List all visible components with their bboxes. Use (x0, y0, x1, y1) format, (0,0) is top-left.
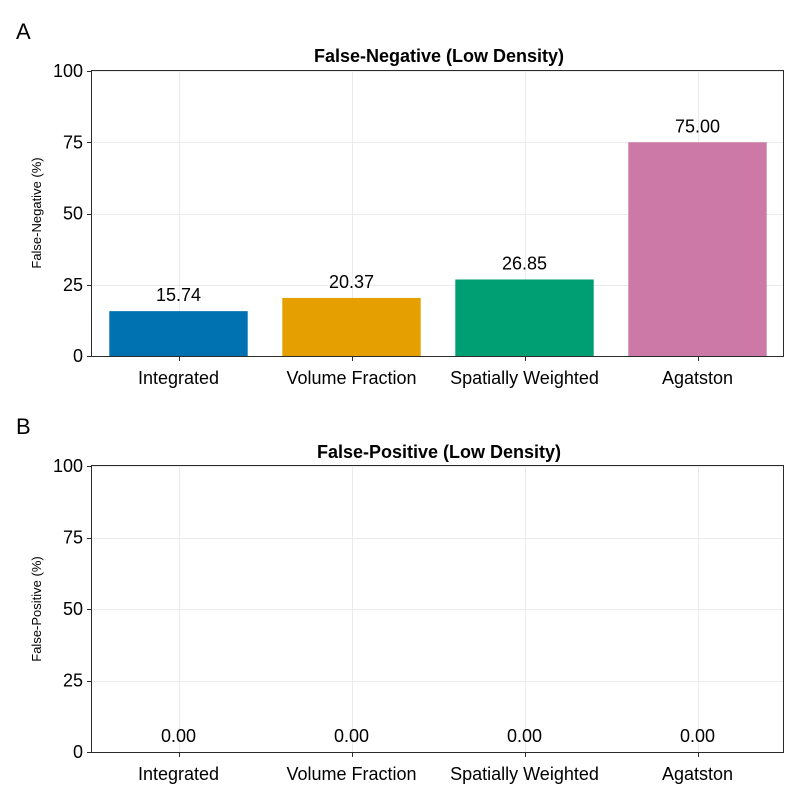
data-label-b-2: 0.00 (334, 726, 369, 746)
y-tick-label-a: 25 (63, 275, 83, 295)
x-tick-label-a: Agatston (662, 368, 733, 388)
chart-title-b: False-Positive (Low Density) (317, 442, 561, 462)
x-tick-label-a: Integrated (138, 368, 219, 388)
x-tick-label-b: Spatially Weighted (450, 764, 599, 784)
y-tick-labels-b: 0 25 50 75 100 (53, 456, 83, 762)
x-tick-label-b: Agatston (662, 764, 733, 784)
y-axis-label-a: False-Negative (%) (29, 157, 44, 268)
data-label-b-3: 0.00 (507, 726, 542, 746)
y-tick-label-a: 100 (53, 61, 83, 81)
panel-letter-b: B (16, 414, 31, 439)
x-tick-label-a: Spatially Weighted (450, 368, 599, 388)
data-labels-a: 15.74 20.37 26.85 75.00 (156, 116, 720, 305)
x-tick-label-a: Volume Fraction (286, 368, 416, 388)
y-tick-label-a: 75 (63, 132, 83, 152)
data-label-a-1: 15.74 (156, 285, 201, 305)
y-tick-label-b: 100 (53, 456, 83, 476)
panel-letter-a: A (16, 19, 31, 44)
panel-b: B False-Positive (Low Density) False-Pos… (16, 414, 784, 784)
panel-a: A False-Negative (Low Density) False-Neg… (16, 19, 784, 388)
plot-frame-a (91, 70, 784, 357)
y-tick-label-a: 50 (63, 204, 83, 224)
y-tick-labels-a: 0 25 50 75 100 (53, 61, 83, 366)
data-label-a-2: 20.37 (329, 272, 374, 292)
data-labels-b: 0.00 0.00 0.00 0.00 (161, 726, 715, 746)
bars-a (109, 142, 767, 356)
data-label-b-4: 0.00 (680, 726, 715, 746)
y-tick-label-b: 50 (63, 599, 83, 619)
x-tick-label-b: Integrated (138, 764, 219, 784)
chart-title-a: False-Negative (Low Density) (314, 46, 564, 66)
ticks-b (87, 466, 699, 757)
bar-a-1 (109, 311, 248, 356)
y-tick-label-a: 0 (73, 346, 83, 366)
data-label-a-3: 26.85 (502, 253, 547, 273)
ticks-a (87, 71, 699, 361)
y-axis-label-b: False-Positive (%) (29, 556, 44, 661)
bar-a-2 (282, 297, 421, 356)
x-tick-label-b: Volume Fraction (286, 764, 416, 784)
bar-a-3 (455, 279, 594, 356)
data-label-a-4: 75.00 (675, 116, 720, 136)
x-tick-labels-a: Integrated Volume Fraction Spatially Weigh… (138, 368, 733, 388)
y-tick-label-b: 25 (63, 671, 83, 691)
data-label-b-1: 0.00 (161, 726, 196, 746)
grid-b (92, 466, 784, 753)
y-tick-label-b: 75 (63, 528, 83, 548)
y-tick-label-b: 0 (73, 742, 83, 762)
bar-a-4 (628, 142, 767, 356)
x-tick-labels-b: Integrated Volume Fraction Spatially Weigh… (138, 764, 733, 784)
